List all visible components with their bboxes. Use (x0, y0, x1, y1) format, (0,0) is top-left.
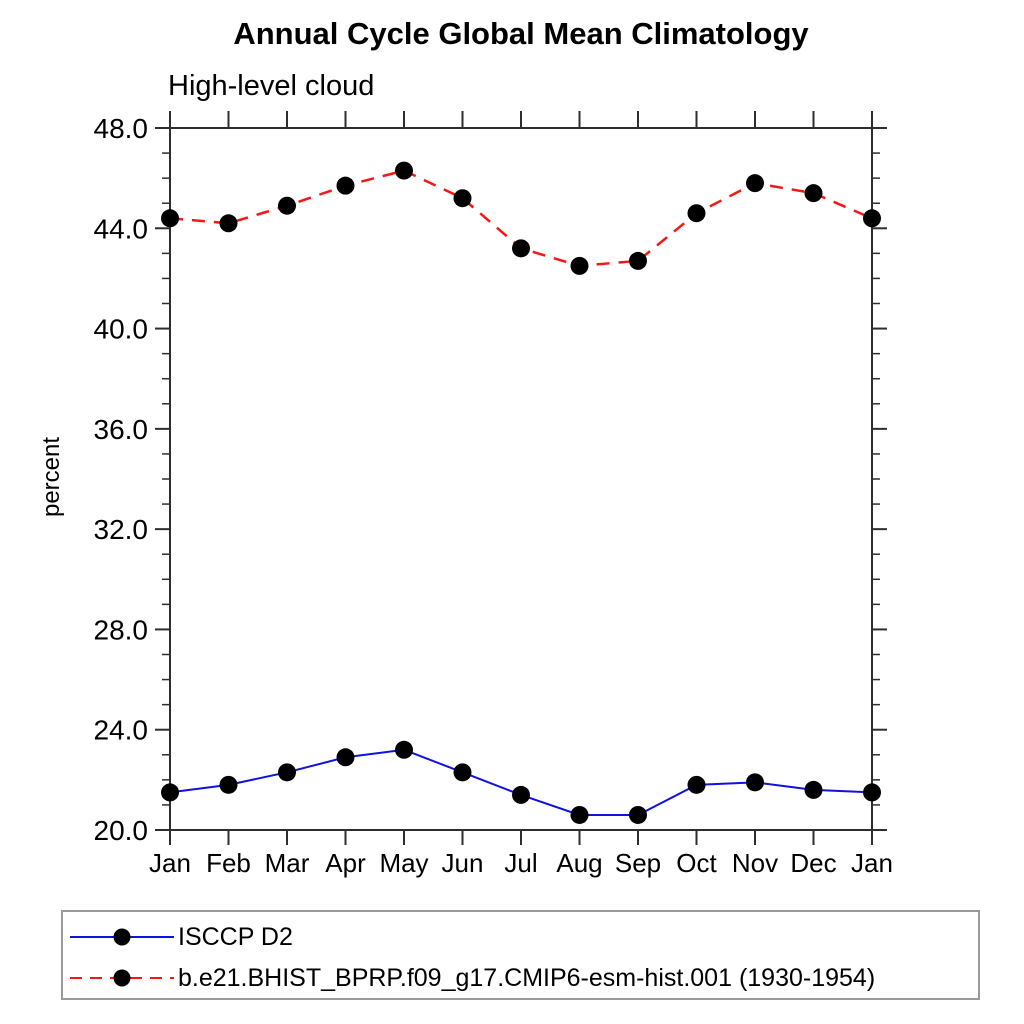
legend-line-sample-dashed-icon (70, 969, 174, 987)
data-point-marker (863, 783, 881, 802)
data-point-marker (278, 763, 296, 782)
series-line (169, 748, 873, 816)
data-point-marker (570, 256, 589, 275)
legend-marker-icon (113, 928, 131, 946)
legend-marker-icon (113, 969, 131, 987)
data-point-marker (219, 775, 238, 794)
data-point-marker (453, 763, 472, 782)
data-point-marker (804, 184, 823, 203)
data-point-marker (219, 214, 238, 233)
plot-area: 20.0 24.0 28.0 32.0 36.0 40.0 44.0 48.0 Jan Feb Ma… (94, 111, 893, 878)
x-tick-label: May (379, 848, 428, 878)
data-point-marker (395, 740, 413, 759)
data-point-marker (804, 780, 823, 799)
y-tick-label: 28.0 (94, 614, 149, 645)
y-tick-label: 40.0 (94, 314, 149, 345)
data-point-marker (570, 805, 589, 824)
x-tick-label: Mar (265, 848, 310, 878)
x-tick-label: Nov (732, 848, 778, 878)
legend-line-sample-solid-icon (70, 928, 174, 946)
legend-label-model-run: b.e21.BHIST_BPRP.f09_g17.CMIP6-esm-hist.… (178, 963, 876, 992)
y-tick-label: 24.0 (94, 715, 149, 746)
legend-item-isccp-d2: ISCCP D2 (68, 922, 293, 951)
data-point-marker (336, 176, 355, 195)
y-tick-label: 48.0 (94, 113, 149, 144)
x-tick-label: Sep (615, 848, 661, 878)
legend-label-isccp-d2: ISCCP D2 (178, 922, 293, 951)
y-tick-label: 32.0 (94, 514, 149, 545)
series-model-run (161, 161, 881, 275)
x-axis: Jan Feb Mar Apr May Jun Jul Aug Sep Oct Nov Dec Jan (149, 111, 893, 878)
data-point-marker (746, 773, 764, 792)
y-tick-label: 44.0 (94, 213, 149, 244)
data-point-marker (512, 239, 530, 258)
plot-frame (169, 127, 873, 831)
y-tick-label: 36.0 (94, 414, 149, 445)
data-point-marker (629, 251, 647, 270)
data-point-marker (453, 189, 472, 208)
x-tick-label: Feb (206, 848, 251, 878)
data-point-marker (278, 196, 296, 215)
data-point-marker (395, 161, 413, 180)
x-tick-label: Jun (442, 848, 484, 878)
chart-subtitle: High-level cloud (168, 70, 375, 102)
x-tick-label: Aug (556, 848, 602, 878)
x-tick-label: Jul (504, 848, 537, 878)
data-point-marker (687, 775, 706, 794)
data-point-marker (863, 209, 881, 228)
legend-box: ISCCP D2 b.e21.BHIST_BPRP.f09_g17.CMIP6-… (61, 910, 980, 1000)
data-point-marker (512, 785, 530, 804)
y-axis: 20.0 24.0 28.0 32.0 36.0 40.0 44.0 48.0 (94, 113, 887, 846)
data-point-marker (161, 783, 179, 802)
x-tick-label: Dec (790, 848, 836, 878)
x-tick-label: Oct (676, 848, 717, 878)
x-tick-label: Jan (851, 848, 893, 878)
data-point-marker (161, 209, 179, 228)
chart-title: Annual Cycle Global Mean Climatology (233, 16, 809, 51)
data-point-marker (746, 174, 764, 193)
data-point-marker (629, 805, 647, 824)
x-tick-label: Jan (149, 848, 191, 878)
legend-item-model-run: b.e21.BHIST_BPRP.f09_g17.CMIP6-esm-hist.… (68, 963, 876, 992)
data-point-marker (687, 204, 706, 223)
series-isccp-d2 (161, 740, 881, 824)
x-tick-label: Apr (325, 848, 366, 878)
data-point-marker (336, 748, 355, 767)
y-tick-label: 20.0 (94, 815, 149, 846)
